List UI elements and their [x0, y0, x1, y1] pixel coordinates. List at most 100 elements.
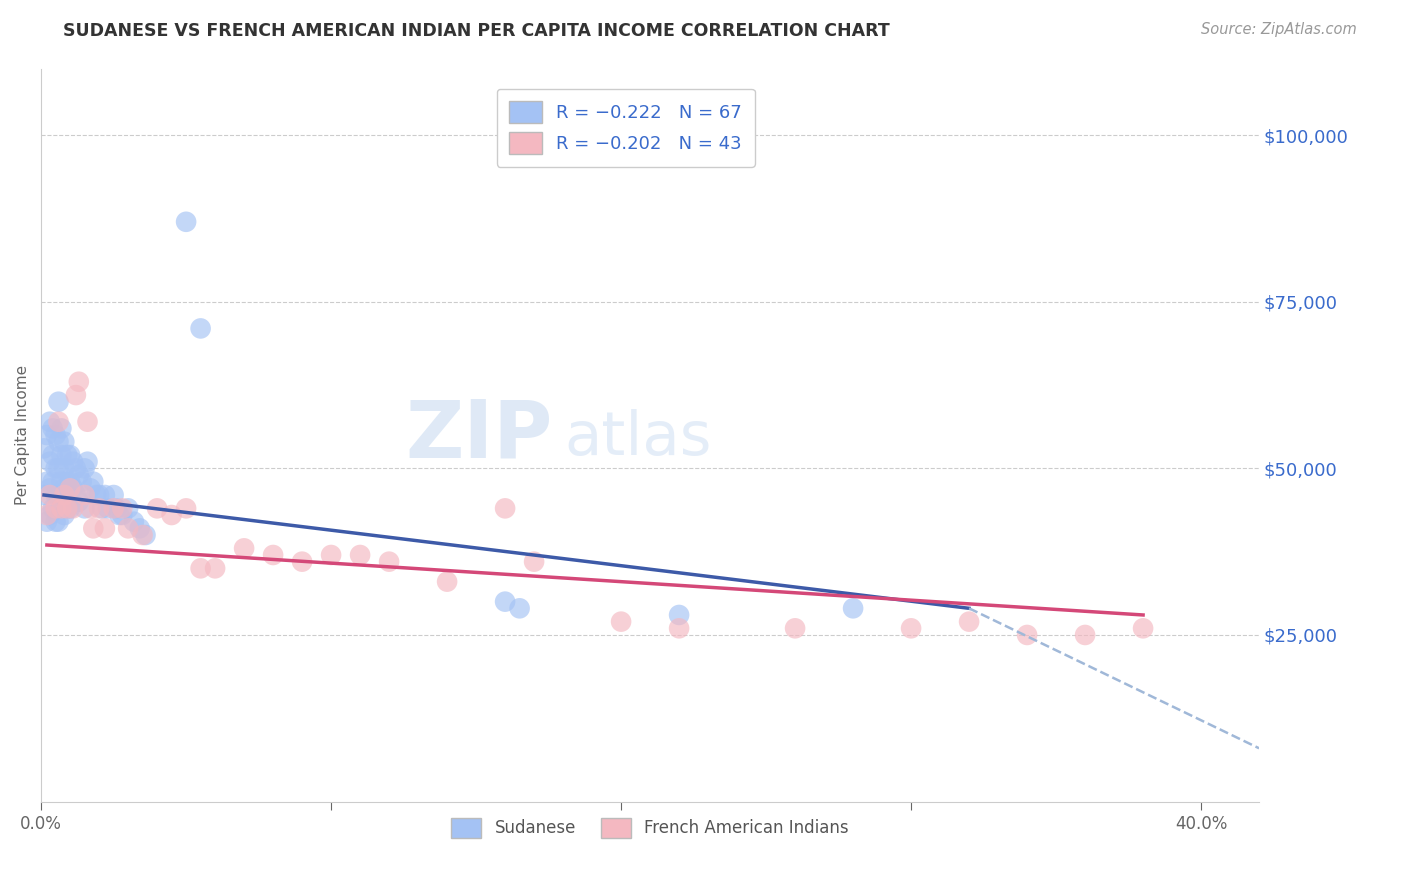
Point [190, 561, 212, 575]
Point [35, 475, 58, 489]
Point [494, 501, 516, 516]
Point [111, 501, 134, 516]
Point [105, 501, 128, 516]
Point [349, 548, 371, 562]
Point [45, 428, 67, 442]
Point [117, 521, 139, 535]
Point [523, 555, 546, 569]
Point [1017, 628, 1039, 642]
Point [32, 442, 55, 456]
Point [48, 394, 70, 409]
Point [38, 415, 60, 429]
Point [53, 488, 76, 502]
Point [103, 488, 125, 502]
Point [41, 448, 63, 462]
Point [56, 501, 79, 516]
Point [45, 501, 67, 516]
Point [56, 501, 79, 516]
Point [111, 508, 134, 522]
Point [146, 501, 169, 516]
Point [494, 594, 516, 608]
Point [262, 548, 284, 562]
Point [79, 501, 101, 516]
Point [41, 475, 63, 489]
Legend: Sudanese, French American Indians: Sudanese, French American Indians [444, 811, 856, 845]
Text: Source: ZipAtlas.com: Source: ZipAtlas.com [1201, 22, 1357, 37]
Point [108, 508, 131, 522]
Point [94, 521, 117, 535]
Y-axis label: Per Capita Income: Per Capita Income [15, 365, 30, 505]
Text: SUDANESE VS FRENCH AMERICAN INDIAN PER CAPITA INCOME CORRELATION CHART: SUDANESE VS FRENCH AMERICAN INDIAN PER C… [63, 22, 890, 40]
Point [509, 601, 531, 615]
Point [957, 615, 980, 629]
Text: ZIP: ZIP [405, 396, 553, 474]
Point [62, 501, 84, 516]
Point [67, 468, 90, 483]
Point [45, 461, 67, 475]
Point [82, 475, 104, 489]
Point [668, 607, 690, 622]
Point [59, 448, 82, 462]
Point [94, 488, 117, 502]
Point [900, 621, 922, 635]
Point [59, 501, 82, 516]
Point [67, 375, 90, 389]
Point [65, 461, 87, 475]
Point [233, 541, 256, 556]
Point [41, 501, 63, 516]
Point [291, 555, 314, 569]
Point [134, 528, 156, 542]
Point [131, 528, 153, 542]
Point [1074, 628, 1097, 642]
Point [45, 488, 67, 502]
Text: atlas: atlas [565, 409, 713, 468]
Point [79, 481, 101, 495]
Point [128, 521, 150, 535]
Point [48, 488, 70, 502]
Point [48, 461, 70, 475]
Point [122, 515, 145, 529]
Point [53, 461, 76, 475]
Point [48, 434, 70, 449]
Point [117, 501, 139, 516]
Point [73, 461, 96, 475]
Point [73, 501, 96, 516]
Point [103, 501, 125, 516]
Point [785, 621, 807, 635]
Point [84, 488, 107, 502]
Point [610, 615, 633, 629]
Point [56, 448, 79, 462]
Point [87, 488, 110, 502]
Point [53, 434, 76, 449]
Point [82, 521, 104, 535]
Point [73, 488, 96, 502]
Point [319, 548, 342, 562]
Point [190, 321, 212, 335]
Point [38, 481, 60, 495]
Point [38, 508, 60, 522]
Point [59, 481, 82, 495]
Point [35, 508, 58, 522]
Point [436, 574, 458, 589]
Point [87, 501, 110, 516]
Point [51, 475, 73, 489]
Point [62, 455, 84, 469]
Point [38, 488, 60, 502]
Point [65, 388, 87, 402]
Point [35, 428, 58, 442]
Point [1132, 621, 1154, 635]
Point [38, 455, 60, 469]
Point [160, 508, 183, 522]
Point [45, 515, 67, 529]
Point [51, 501, 73, 516]
Point [51, 501, 73, 516]
Point [174, 501, 197, 516]
Point [32, 488, 55, 502]
Point [53, 508, 76, 522]
Point [91, 501, 114, 516]
Point [97, 501, 120, 516]
Point [41, 421, 63, 435]
Point [204, 561, 226, 575]
Point [76, 415, 98, 429]
Point [51, 421, 73, 435]
